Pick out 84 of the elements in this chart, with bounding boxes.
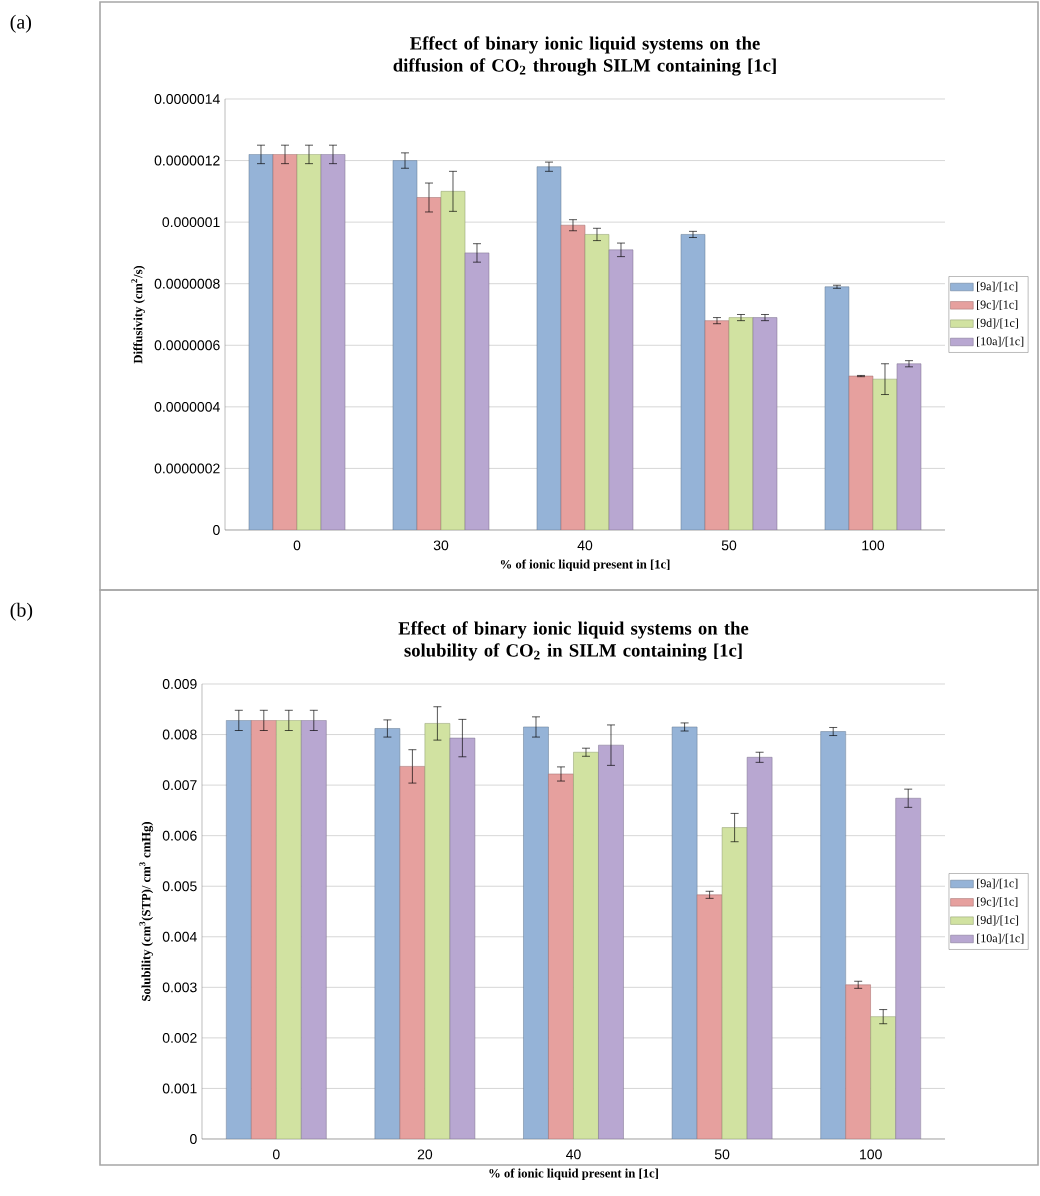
bar xyxy=(548,773,574,1139)
y-tick-label: 0.009 xyxy=(162,679,197,689)
x-axis-title: % of ionic liquid present in [1c] xyxy=(500,559,670,572)
y-tick-label: 0.000001 xyxy=(162,217,220,228)
bar xyxy=(746,757,773,1139)
x-tick-label: 30 xyxy=(433,540,449,551)
bar xyxy=(584,234,610,530)
y-tick-label: 0.006 xyxy=(162,830,197,841)
y-tick-label: 0.003 xyxy=(162,982,197,993)
legend-label: [9c]/[1c] xyxy=(977,897,1018,908)
bar xyxy=(680,234,706,530)
x-axis-title: % of ionic liquid present in [1c] xyxy=(489,1168,658,1181)
bar xyxy=(449,737,476,1139)
y-tick-label: 0 xyxy=(190,1134,197,1144)
bar xyxy=(320,154,346,530)
bar xyxy=(536,166,562,530)
bar xyxy=(392,160,418,530)
bar xyxy=(226,720,252,1139)
bar xyxy=(820,731,846,1139)
bar xyxy=(276,720,302,1139)
bar xyxy=(251,720,277,1139)
y-tick-label: 0 xyxy=(213,525,220,535)
x-tick-label: 20 xyxy=(417,1149,433,1160)
bar xyxy=(704,320,730,530)
bar xyxy=(399,766,426,1139)
y-tick-label: 0.0000014 xyxy=(154,94,220,104)
legend-label: [10a]/[1c] xyxy=(977,336,1024,347)
y-tick-label: 0.0000006 xyxy=(154,340,220,351)
legend-label: [9a]/[1c] xyxy=(977,281,1018,292)
bar xyxy=(696,894,723,1139)
y-tick-label: 0.0000004 xyxy=(154,401,220,412)
y-tick-label: 0.0000012 xyxy=(154,155,220,166)
bar xyxy=(728,317,754,530)
y-tick-label: 0.0000002 xyxy=(154,463,220,474)
bar xyxy=(872,378,898,530)
bar xyxy=(895,797,921,1139)
y-tick-label: 0.0000008 xyxy=(154,278,220,289)
legend-label: [10a]/[1c] xyxy=(977,933,1024,944)
legend-label: [9d]/[1c] xyxy=(977,318,1018,329)
y-tick-label: 0.004 xyxy=(162,931,197,942)
legend-label: [9a]/[1c] xyxy=(977,878,1018,889)
bar xyxy=(721,827,748,1139)
x-tick-label: 0 xyxy=(272,1149,280,1160)
x-tick-label: 100 xyxy=(862,540,885,551)
bar xyxy=(248,154,274,530)
bar xyxy=(824,286,850,530)
bar xyxy=(440,191,466,530)
bar xyxy=(424,723,451,1139)
bar xyxy=(374,728,401,1139)
bar xyxy=(752,317,778,530)
x-tick-label: 100 xyxy=(860,1149,882,1160)
chart-title: Effect of binary ionic liquid systems on the diffusion of CO$_{2}$ through SILM containing [1c] xyxy=(393,36,776,76)
x-tick-label: 50 xyxy=(714,1149,730,1160)
text: (a) xyxy=(10,14,32,33)
legend-label: [9d]/[1c] xyxy=(977,915,1019,926)
x-tick-label: 40 xyxy=(566,1149,581,1160)
y-tick-label: 0.007 xyxy=(162,780,197,791)
bar xyxy=(573,751,599,1139)
bar xyxy=(523,726,549,1139)
bar xyxy=(845,984,871,1139)
y-axis-title: Diffusivity (cm$^{2}$/s) xyxy=(131,265,145,364)
text: (b) xyxy=(10,602,33,621)
y-axis-title: Solubility (cm$^{3}$(STP)/ cm$^{3}$ cmHg) xyxy=(139,821,154,1001)
y-tick-label: 0.008 xyxy=(162,729,197,740)
bar xyxy=(608,249,634,530)
x-tick-label: 50 xyxy=(721,540,737,551)
chart-title: Effect of binary ionic liquid systems on the solubility of CO$_{2}$ in SILM containing [1c] xyxy=(398,621,749,661)
x-tick-label: 0 xyxy=(293,540,301,551)
bar xyxy=(296,154,322,530)
bar xyxy=(301,720,327,1139)
bar xyxy=(896,363,922,530)
y-tick-label: 0.005 xyxy=(162,881,197,892)
bar xyxy=(464,252,490,530)
bar xyxy=(272,154,298,530)
bar xyxy=(671,726,698,1139)
y-tick-label: 0.001 xyxy=(162,1083,197,1094)
bar xyxy=(598,744,624,1139)
bar xyxy=(416,197,442,530)
bar xyxy=(560,224,586,530)
bar xyxy=(870,1016,896,1139)
bar xyxy=(848,375,874,530)
legend-label: [9c]/[1c] xyxy=(977,300,1018,311)
x-tick-label: 40 xyxy=(577,540,593,551)
y-tick-label: 0.002 xyxy=(162,1032,197,1043)
